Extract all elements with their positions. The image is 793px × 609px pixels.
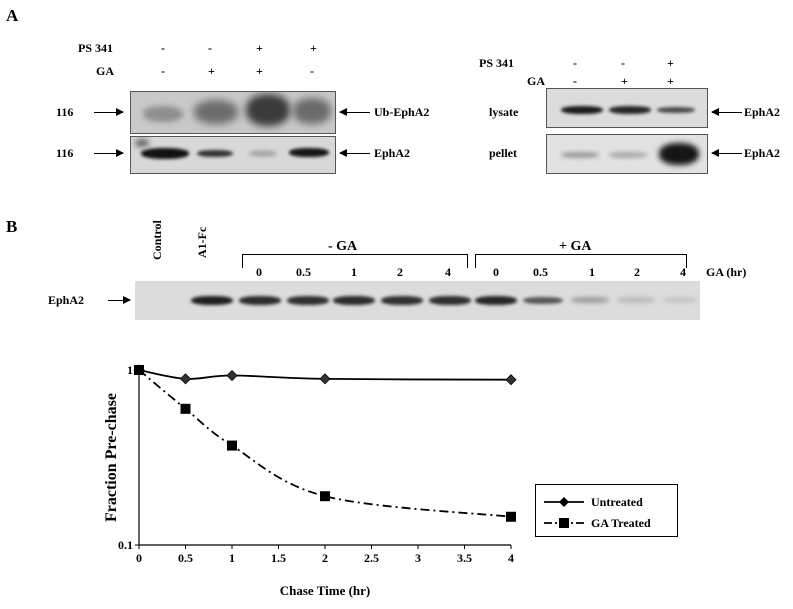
gel-arrow-icon	[108, 296, 131, 304]
untreated-data-point	[179, 373, 192, 385]
x-tick-label: 3	[415, 551, 421, 565]
lysate-label: lysate	[489, 105, 519, 119]
x-axis-title: Chase Time (hr)	[280, 583, 371, 598]
plus-ga-label: + GA	[555, 240, 596, 254]
pulse-chase-gel	[135, 281, 700, 320]
lysate-blot	[546, 88, 708, 128]
treatment-sign: -	[161, 64, 165, 78]
y-tick-label: 1	[127, 363, 133, 377]
x-tick-label: 1	[229, 551, 235, 565]
treatment-sign: +	[256, 64, 263, 78]
untreated-data-point	[505, 374, 517, 386]
ga-treated-data-point	[320, 491, 330, 502]
treatment-sign: +	[208, 64, 215, 78]
x-tick-label: 0	[136, 551, 142, 565]
treatment-sign: +	[621, 74, 628, 88]
untreated-data-point	[319, 373, 331, 385]
ub-epha2-arrow-icon	[339, 108, 370, 116]
untreated-data-point	[226, 369, 238, 382]
mw-arrow-icon	[94, 108, 124, 116]
timepoint-label: 4	[445, 265, 451, 279]
epha2-blot-left	[130, 136, 336, 174]
minus-ga-bracket	[242, 254, 468, 268]
epha2-arrow-icon	[711, 149, 742, 157]
treatment-sign: -	[161, 41, 165, 55]
ub-epha2-label: Ub-EphA2	[374, 105, 430, 119]
x-tick-label: 0.5	[178, 551, 193, 565]
ga-row-label: GA	[96, 64, 114, 78]
epha2-label-lysate: EphA2	[744, 105, 781, 119]
timepoint-label: 4	[680, 265, 686, 279]
timepoint-label: 2	[397, 265, 403, 279]
panel-a-letter: A	[6, 6, 19, 25]
x-tick-label: 3.5	[457, 551, 472, 565]
x-tick-label: 1.5	[271, 551, 286, 565]
chart-legend: Untreated GA Treated	[535, 484, 678, 537]
epha2-arrow-icon	[339, 149, 370, 157]
treatment-sign: -	[621, 56, 625, 70]
timepoint-label: 1	[351, 265, 357, 279]
timepoint-label: 1	[589, 265, 595, 279]
minus-ga-label: - GA	[324, 240, 362, 254]
gel-epha2-label: EphA2	[48, 293, 85, 307]
treatment-sign: +	[667, 56, 674, 70]
mw-marker-top: 116	[56, 105, 74, 119]
epha2-label-pellet: EphA2	[744, 146, 781, 160]
legend-untreated-label: Untreated	[591, 495, 643, 509]
plus-ga-bracket	[475, 254, 687, 268]
ga-treated-data-point	[134, 365, 144, 375]
x-tick-label: 2	[322, 551, 328, 565]
time-axis-label: GA (hr)	[706, 265, 747, 279]
timepoint-label: 0.5	[533, 265, 548, 279]
ub-epha2-blot	[130, 91, 336, 134]
timepoint-label: 2	[634, 265, 640, 279]
panel-b-letter: B	[6, 217, 18, 236]
timepoint-label: 0	[493, 265, 499, 279]
ga-treated-data-point	[506, 511, 516, 522]
y-axis-title: Fraction Pre-chase	[103, 393, 120, 522]
timepoint-label: 0.5	[296, 265, 311, 279]
treatment-sign: +	[667, 74, 674, 88]
legend-ga-treated-label: GA Treated	[591, 516, 651, 530]
x-tick-label: 4	[508, 551, 514, 565]
treatment-sign: -	[208, 41, 212, 55]
treatment-sign: +	[256, 41, 263, 55]
pellet-blot	[546, 134, 708, 174]
treatment-sign: -	[573, 56, 577, 70]
ga-treated-series-line	[138, 369, 512, 518]
ps341-row-label: PS 341	[479, 56, 515, 70]
timepoint-label: 0	[256, 265, 262, 279]
ga-row-label: GA	[527, 74, 545, 88]
treatment-sign: +	[310, 41, 317, 55]
mw-marker-bottom: 116	[56, 146, 74, 160]
untreated-series-line	[138, 369, 512, 381]
treatment-sign: -	[573, 74, 577, 88]
epha2-arrow-icon	[711, 108, 742, 116]
y-tick-label: 0.1	[118, 538, 133, 552]
x-tick-label: 2.5	[364, 551, 379, 565]
ga-treated-data-point	[227, 440, 237, 451]
mw-arrow-icon	[94, 149, 124, 157]
treatment-sign: -	[310, 64, 314, 78]
ps341-row-label: PS 341	[78, 41, 114, 55]
ga-treated-data-point	[180, 403, 191, 414]
pellet-label: pellet	[489, 146, 517, 160]
epha2-label-left: EphA2	[374, 146, 411, 160]
